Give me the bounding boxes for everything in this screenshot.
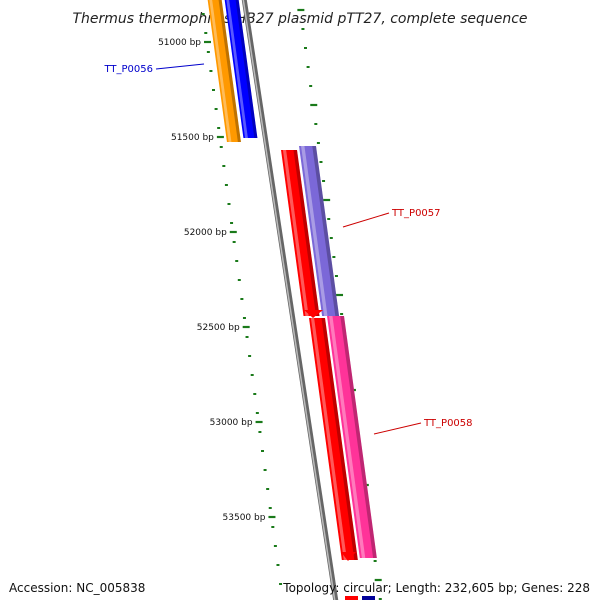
gene-leader-line — [342, 212, 390, 228]
gene-label: TT_P0056 — [103, 64, 153, 75]
gene-tt-p0057-arrow — [304, 310, 323, 318]
gene-purple-shade — [312, 146, 340, 316]
gene-purple-body — [299, 146, 340, 316]
backbone-line — [241, 0, 339, 600]
gene-tt-p0056 — [224, 0, 258, 138]
gene-red-lower-arrow — [341, 552, 356, 561]
gene-tt-p0057-highlight — [282, 150, 309, 316]
tick-label: 51500 bp — [171, 133, 214, 143]
topology-text: Topology: circular; Length: 232,605 bp; … — [283, 581, 590, 595]
gene-orange-shade — [218, 0, 241, 142]
tick-label: 53000 bp — [210, 418, 253, 428]
gene-label: TT_P0058 — [423, 418, 473, 429]
gene-label: TT_P0057 — [391, 208, 441, 219]
gene-tt-p0056-shade — [235, 0, 258, 138]
gene-orange — [207, 0, 241, 142]
gene-leader-line — [373, 422, 422, 435]
tick-label: 51000 bp — [158, 38, 201, 48]
gene-partial-blue — [362, 596, 375, 600]
backbone-highlight — [242, 0, 336, 600]
gene-tt-p0058-shade — [340, 316, 377, 558]
gene-red-lower-body — [309, 318, 358, 560]
gene-purple-highlight — [301, 146, 328, 316]
gene-leader-line — [155, 63, 205, 70]
gene-tt-p0058 — [327, 316, 377, 558]
gene-tt-p0058-highlight — [329, 316, 366, 558]
gene-red-lower — [309, 318, 358, 560]
gene-red-lower-shade — [321, 318, 358, 560]
gene-layer — [207, 0, 377, 600]
backbone-layer — [241, 0, 339, 600]
gene-partial-red — [345, 596, 358, 600]
tick-label: 52500 bp — [197, 323, 240, 333]
gene-orange-body — [207, 0, 241, 142]
gene-red-lower-highlight — [310, 318, 347, 560]
tick-layer: 51000 bp 51500 bp 52000 bp 52500 bp 53000 bp… — [158, 8, 382, 600]
gene-tt-p0056-body — [224, 0, 258, 138]
gene-tt-p0057 — [281, 150, 320, 316]
gene-tt-p0058-body — [327, 316, 377, 558]
label-layer: TT_P0056 TT_P0057 TT_P0058 — [103, 63, 473, 435]
tick-label: 53500 bp — [223, 513, 266, 523]
gene-tt-p0056-highlight — [226, 0, 248, 138]
gene-tt-p0057-shade — [293, 150, 320, 316]
gene-tt-p0057-body — [281, 150, 320, 316]
map-title: Thermus thermophilus HB27 plasmid pTT27,… — [72, 11, 527, 27]
gene-purple — [299, 146, 340, 316]
tick-label: 52000 bp — [184, 228, 227, 238]
accession-text: Accession: NC_005838 — [9, 581, 146, 595]
gene-orange-highlight — [209, 0, 232, 142]
